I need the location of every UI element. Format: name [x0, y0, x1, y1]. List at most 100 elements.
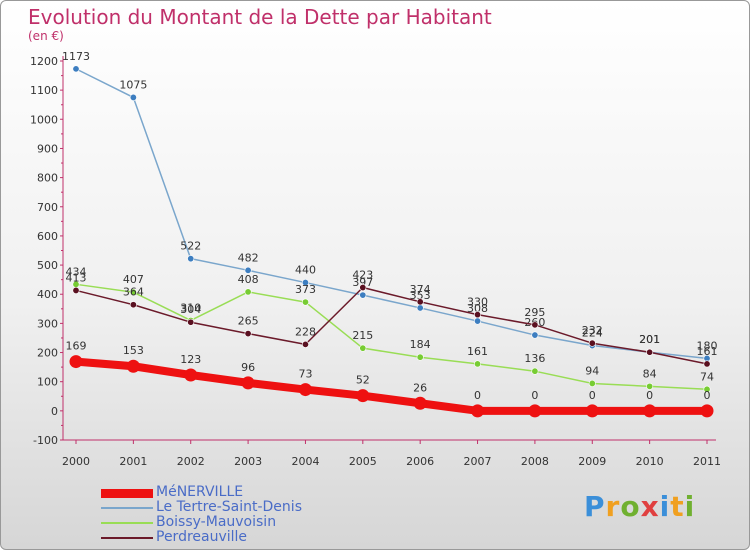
x-tick-label: 2005	[349, 455, 377, 468]
legend-swatch	[101, 489, 153, 498]
data-label: 123	[180, 353, 201, 366]
data-label: 74	[700, 370, 714, 383]
data-label: 201	[639, 333, 660, 346]
data-label: 304	[180, 303, 201, 316]
proxiti-logo: Proxiti	[584, 490, 696, 523]
data-point	[416, 298, 424, 306]
series-line	[75, 68, 708, 360]
data-point	[700, 404, 714, 418]
y-tick-label: 1100	[30, 84, 58, 97]
series-line	[75, 286, 708, 365]
data-label: 0	[704, 389, 711, 402]
data-point	[416, 304, 424, 312]
data-label: 374	[410, 283, 431, 296]
data-point	[646, 348, 654, 356]
x-tick-label: 2003	[234, 455, 262, 468]
data-point	[646, 382, 654, 390]
data-label: 440	[295, 264, 316, 277]
data-point	[244, 330, 252, 338]
data-point	[588, 339, 596, 347]
y-tick-label: 200	[37, 347, 58, 360]
y-tick-label: 500	[37, 259, 58, 272]
y-tick-label: 300	[37, 317, 58, 330]
data-label: 136	[524, 352, 545, 365]
data-label: 353	[410, 289, 431, 302]
data-label: 434	[66, 265, 87, 278]
y-tick-label: 1200	[30, 55, 58, 68]
data-point	[643, 404, 657, 418]
data-point	[471, 404, 485, 418]
series-line	[72, 357, 711, 415]
data-point	[244, 288, 252, 296]
data-point	[301, 340, 309, 348]
data-label: 73	[298, 368, 312, 381]
data-label: 330	[467, 296, 488, 309]
data-point	[703, 385, 711, 393]
data-point	[531, 321, 539, 329]
data-label: 423	[352, 269, 373, 282]
legend-item: MéNERVILLE	[101, 484, 401, 501]
data-label: 397	[352, 276, 373, 289]
legend-label: MéNERVILLE	[156, 484, 244, 500]
data-label: 153	[123, 344, 144, 357]
data-point	[359, 291, 367, 299]
x-tick-label: 2006	[406, 455, 434, 468]
legend-swatch	[101, 537, 153, 539]
y-tick-label: 400	[37, 288, 58, 301]
data-label: 482	[238, 251, 259, 264]
data-point	[72, 286, 80, 294]
data-label: 0	[474, 389, 481, 402]
data-point	[129, 93, 137, 101]
data-point	[474, 317, 482, 325]
data-point	[129, 301, 137, 309]
data-point	[531, 331, 539, 339]
data-label: 184	[410, 338, 431, 351]
data-point	[413, 396, 427, 410]
x-tick-label: 2000	[62, 455, 90, 468]
data-point	[129, 288, 137, 296]
data-label: 522	[180, 240, 201, 253]
legend-label: Boissy-Mauvoisin	[156, 514, 277, 530]
data-point	[359, 344, 367, 352]
data-label: 161	[467, 345, 488, 358]
data-label: 308	[467, 302, 488, 315]
data-point	[703, 360, 711, 368]
data-label: 0	[589, 389, 596, 402]
data-point	[474, 311, 482, 319]
y-tick-label: 600	[37, 230, 58, 243]
data-label: 180	[697, 339, 718, 352]
data-point	[416, 353, 424, 361]
data-label: 169	[66, 340, 87, 353]
data-point	[585, 404, 599, 418]
legend-label: Perdreauville	[156, 529, 248, 545]
data-label: 413	[66, 271, 87, 284]
y-tick-label: 100	[37, 376, 58, 389]
data-point	[474, 360, 482, 368]
data-label: 0	[646, 389, 653, 402]
legend-item: Le Tertre-Saint-Denis	[101, 499, 401, 516]
data-point	[359, 284, 367, 292]
data-point	[301, 279, 309, 287]
data-point	[298, 383, 312, 397]
data-label: 52	[356, 374, 370, 387]
data-point	[72, 65, 80, 73]
data-point	[187, 255, 195, 263]
data-label: 310	[180, 301, 201, 314]
data-point	[126, 359, 140, 373]
data-label: 1173	[62, 50, 90, 63]
data-label: 26	[413, 381, 427, 394]
data-point	[244, 266, 252, 274]
legend-item: Boissy-Mauvoisin	[101, 514, 401, 531]
data-point	[588, 379, 596, 387]
legend-swatch	[101, 522, 153, 524]
series-line	[75, 283, 708, 391]
data-label: 161	[697, 345, 718, 358]
data-label: 364	[123, 286, 144, 299]
data-label: 232	[582, 324, 603, 337]
y-tick-label: 900	[37, 142, 58, 155]
chart-title: Evolution du Montant de la Dette par Hab…	[28, 5, 492, 29]
data-label: 295	[524, 306, 545, 319]
data-label: 265	[238, 315, 259, 328]
